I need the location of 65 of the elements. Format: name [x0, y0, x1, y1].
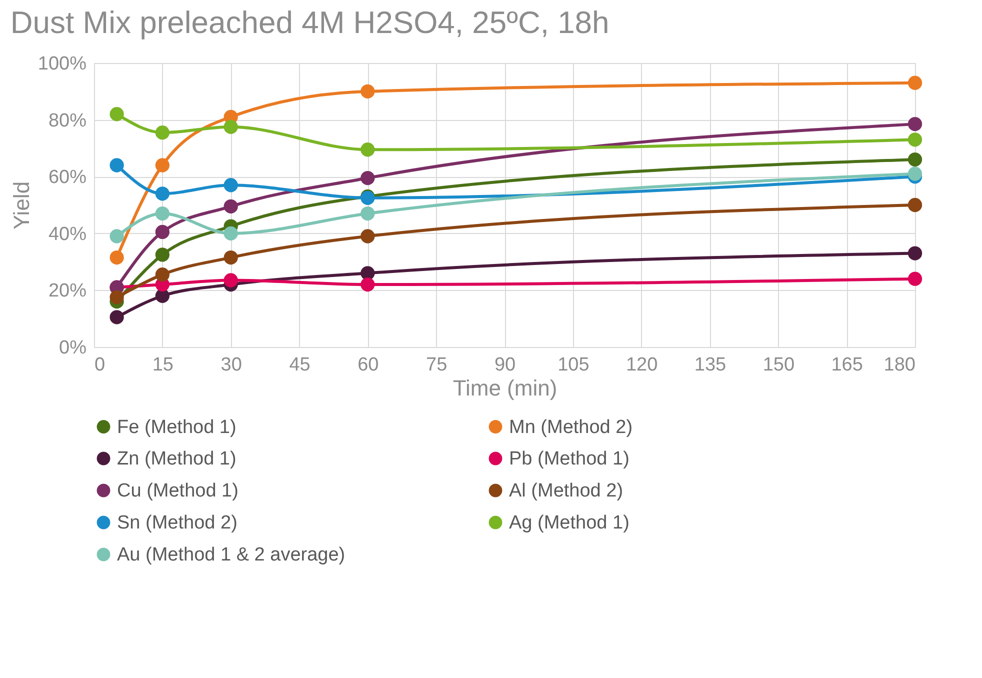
x-tick-label: 90 [494, 354, 516, 376]
point [155, 158, 170, 172]
point [155, 268, 170, 282]
x-tick-label: 75 [426, 354, 448, 376]
point [110, 310, 124, 324]
x-tick-label: 135 [694, 354, 726, 376]
point [110, 250, 124, 265]
y-axis-title: Yield [8, 181, 34, 230]
chart-title: Dust Mix preleached 4M H2SO4, 25ºC, 18h [10, 5, 610, 40]
legend-label: Fe (Method 1) [117, 416, 236, 438]
point [360, 277, 375, 292]
x-tick-label: 150 [762, 354, 795, 376]
point [360, 170, 375, 186]
point [224, 273, 238, 288]
point [908, 76, 922, 90]
legend-label: Ag (Method 1) [509, 512, 630, 534]
point [360, 206, 375, 221]
y-tick-label: 20% [48, 280, 87, 302]
legend-label: Cu (Method 1) [117, 480, 238, 502]
x-tick-label: 0 [94, 354, 106, 376]
point [110, 229, 124, 244]
point [908, 166, 922, 181]
x-tick-label: 105 [558, 354, 590, 376]
point [908, 272, 922, 286]
point [224, 226, 238, 240]
point [224, 178, 238, 192]
x-tick-label: 120 [626, 354, 658, 376]
legend-label: Al (Method 2) [509, 480, 624, 502]
y-tick-label: 40% [48, 224, 87, 245]
x-tick-label: 180 [884, 354, 916, 376]
point [155, 248, 170, 262]
y-tick-label: 100% [38, 54, 87, 74]
point [224, 250, 238, 265]
legend-label: Pb (Method 1) [509, 448, 630, 470]
legend-label: Sn (Method 2) [117, 512, 238, 534]
y-tick-label: 0% [59, 338, 87, 358]
point [908, 246, 922, 260]
point [224, 120, 238, 134]
x-axis-title: Time (min) [452, 376, 558, 400]
point [155, 126, 170, 140]
y-tick-label: 80% [48, 110, 87, 132]
legend-label: Mn (Method 2) [509, 416, 633, 438]
point [155, 186, 170, 201]
x-tick-label: 45 [289, 354, 310, 376]
point [110, 158, 124, 172]
legend-label: Au (Method 1 & 2 average) [117, 544, 346, 566]
point [155, 224, 170, 240]
point [155, 288, 170, 303]
legend-label: Zn (Method 1) [117, 448, 236, 470]
point [224, 199, 238, 214]
point [110, 107, 124, 122]
x-tick-label: 30 [220, 354, 242, 376]
x-tick-label: 165 [831, 354, 863, 376]
point [908, 152, 922, 167]
point [360, 142, 375, 157]
point [110, 290, 124, 304]
x-tick-label: 60 [358, 354, 379, 376]
point [360, 229, 375, 244]
point [908, 117, 922, 132]
point [908, 198, 922, 212]
point [155, 206, 170, 221]
y-tick-label: 60% [48, 167, 87, 188]
x-tick-label: 15 [152, 354, 174, 376]
point [360, 84, 375, 98]
point [908, 132, 922, 147]
